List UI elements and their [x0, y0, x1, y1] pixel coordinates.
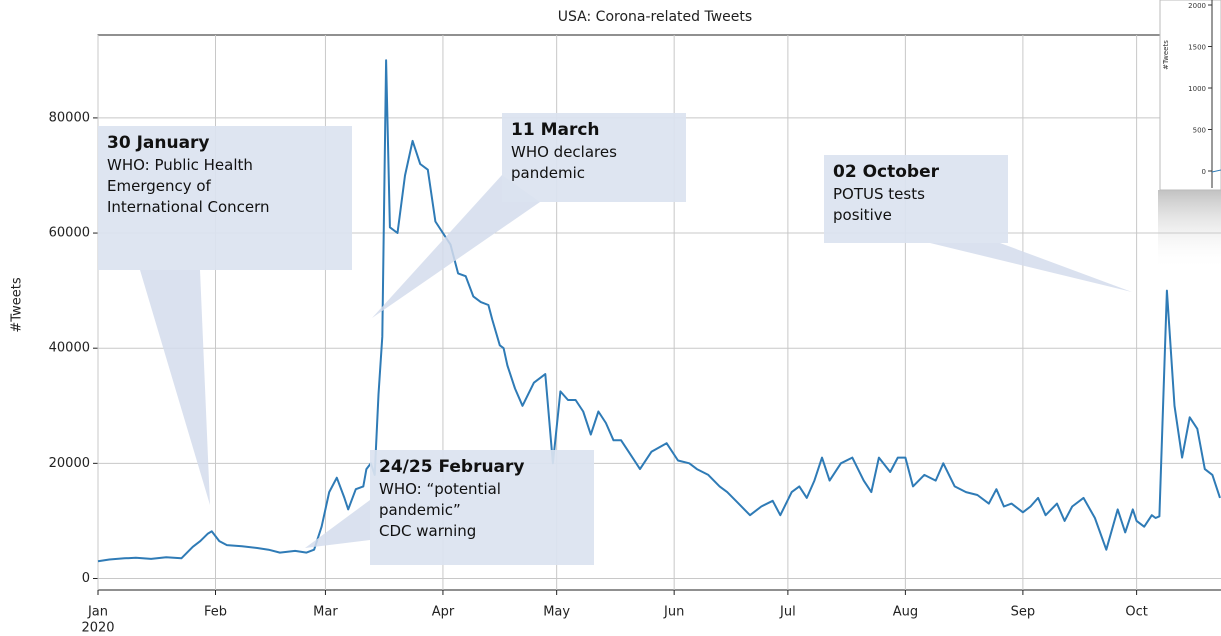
y-tick-label: 0 — [82, 571, 90, 586]
callout-box — [824, 155, 1008, 243]
inset-shadow — [1158, 190, 1221, 270]
x-tick-label: Apr — [432, 605, 455, 620]
callout-pointer — [930, 243, 1132, 292]
callout-pointer — [140, 270, 210, 505]
inset-y-tick-label: 1500 — [1188, 44, 1206, 52]
callout-text: positive — [833, 206, 892, 224]
callout-box — [98, 126, 352, 270]
inset-y-label: #Tweets — [1162, 40, 1170, 70]
x-tick-label: Sep — [1011, 605, 1036, 620]
inset-line — [1211, 169, 1221, 173]
callout-text: CDC warning — [379, 522, 476, 540]
callout-box — [370, 450, 594, 565]
x-tick-label: Jul — [779, 605, 796, 620]
callout-text: POTUS tests — [833, 185, 925, 203]
plot — [97, 59, 1221, 563]
inset: #Tweets 2000 1500 1000 500 0 — [1158, 0, 1221, 270]
callout-text: International Concern — [107, 198, 270, 216]
x-year-label: 2020 — [81, 621, 114, 636]
callout-text: pandemic — [511, 164, 585, 182]
callout-title: 11 March — [511, 120, 600, 140]
callout-text: Emergency of — [107, 177, 212, 195]
x-tick-label: May — [543, 605, 570, 620]
callout-text: WHO declares — [511, 143, 617, 161]
y-tick-label: 20000 — [49, 456, 90, 471]
callout-text: pandemic” — [379, 501, 461, 519]
annotations: 30 January WHO: Public Health Emergency of… — [98, 113, 1132, 565]
callout-text: WHO: “potential — [379, 480, 501, 498]
chart-title: USA: Corona-related Tweets — [558, 9, 752, 25]
x-tick-label: Jan — [87, 605, 108, 620]
callout-pointer — [372, 175, 540, 318]
y-axis-label: #Tweets — [10, 277, 25, 332]
x-tick-label: Jun — [663, 605, 684, 620]
callout-text: WHO: Public Health — [107, 156, 253, 174]
inset-y-tick-label: 500 — [1193, 127, 1206, 135]
y-tick-label: 80000 — [49, 110, 90, 125]
inset-y-tick-label: 1000 — [1188, 85, 1206, 93]
x-tick-label: Aug — [893, 605, 918, 620]
callout-title: 30 January — [107, 133, 210, 153]
callout-pointer — [305, 500, 370, 548]
data-line — [97, 59, 1221, 563]
inset-panel — [1159, 0, 1221, 191]
inset-y-tick-label: 0 — [1202, 168, 1206, 176]
x-tick-label: Mar — [313, 605, 338, 620]
x-tick-label: Feb — [204, 605, 227, 620]
y-tick-label: 60000 — [49, 226, 90, 241]
y-tick-label: 40000 — [49, 341, 90, 356]
x-tick-label: Oct — [1125, 605, 1147, 620]
callout-title: 24/25 February — [379, 457, 525, 477]
callout-title: 02 October — [833, 162, 940, 182]
inset-y-tick-label: 2000 — [1188, 2, 1206, 10]
callout-box — [502, 113, 686, 202]
